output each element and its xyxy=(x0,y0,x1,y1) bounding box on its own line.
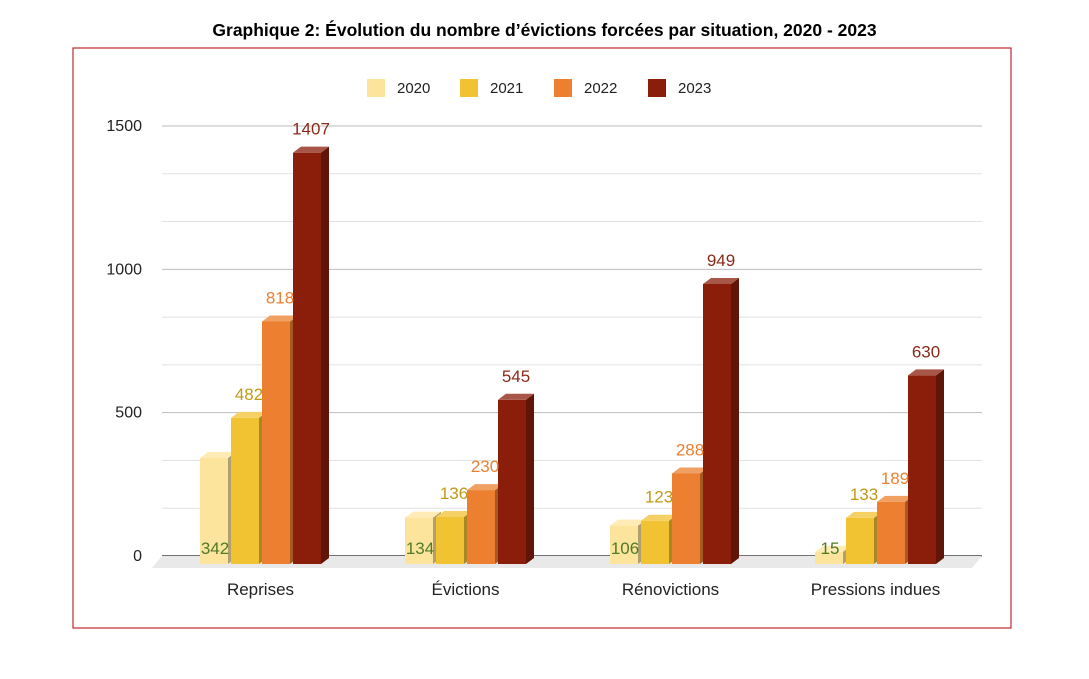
bar-side xyxy=(526,393,534,564)
data-label: 136 xyxy=(440,484,468,503)
x-tick-label: Évictions xyxy=(431,580,499,599)
bar xyxy=(436,511,472,564)
legend-item: 2023 xyxy=(648,79,711,97)
bar-front xyxy=(877,501,905,564)
bar-front xyxy=(293,152,321,564)
bar-side xyxy=(731,277,739,564)
data-label: 106 xyxy=(611,539,639,558)
bar-top xyxy=(436,511,472,518)
x-tick-label: Pressions indues xyxy=(811,580,940,599)
bar-top xyxy=(293,146,329,153)
data-label: 123 xyxy=(645,488,673,507)
y-tick-label: 1500 xyxy=(106,118,142,135)
bar-front xyxy=(467,490,495,564)
data-label: 288 xyxy=(676,440,704,459)
bar-side xyxy=(936,369,944,564)
legend-label: 2020 xyxy=(397,80,430,97)
data-label: 1407 xyxy=(292,120,330,139)
legend-label: 2022 xyxy=(584,80,617,97)
bar-top xyxy=(877,495,913,502)
x-tick-label: Rénovictions xyxy=(622,580,719,599)
bar-top xyxy=(641,514,677,521)
floor-plane xyxy=(152,556,982,568)
bar-front xyxy=(908,375,936,564)
bar-top xyxy=(672,467,708,474)
bar xyxy=(262,315,298,564)
bar-top xyxy=(405,511,441,518)
bar-top xyxy=(231,411,267,418)
chart-title: Graphique 2: Évolution du nombre d’évict… xyxy=(212,20,877,40)
bar-front xyxy=(405,517,433,564)
bar-front xyxy=(703,283,731,564)
bar xyxy=(498,393,534,564)
bar-top xyxy=(908,369,944,376)
y-axis: 0 500 1000 1500 xyxy=(106,118,142,565)
bar-top xyxy=(498,393,534,400)
bars xyxy=(200,146,944,564)
bar-top xyxy=(846,511,882,518)
bar-top xyxy=(703,277,739,284)
bar-front xyxy=(231,417,259,564)
bar-top xyxy=(815,545,851,552)
bar-front xyxy=(610,525,638,564)
legend-swatch xyxy=(554,79,572,97)
bar-front xyxy=(641,520,669,564)
chart-frame xyxy=(72,47,1012,629)
data-label: 482 xyxy=(235,385,263,404)
bar-front xyxy=(262,321,290,564)
bar xyxy=(231,411,267,564)
x-tick-label: Reprises xyxy=(227,580,294,599)
data-label: 818 xyxy=(266,289,294,308)
data-label: 133 xyxy=(850,485,878,504)
data-label: 545 xyxy=(502,367,530,386)
legend-swatch xyxy=(460,79,478,97)
bar xyxy=(815,545,851,564)
legend: 2020 2021 2022 2023 xyxy=(367,79,711,97)
y-tick-label: 500 xyxy=(115,405,142,422)
data-label: 134 xyxy=(406,539,434,558)
bar-front xyxy=(846,517,874,564)
bar xyxy=(293,146,329,564)
data-label: 189 xyxy=(881,469,909,488)
bar-front xyxy=(815,551,843,564)
bar-top xyxy=(610,519,646,526)
legend-swatch xyxy=(367,79,385,97)
bar-side xyxy=(321,146,329,564)
bar xyxy=(672,467,708,564)
bar-front xyxy=(672,473,700,564)
bar xyxy=(908,369,944,564)
chart-floor xyxy=(152,556,982,568)
data-label: 949 xyxy=(707,251,735,270)
data-label: 230 xyxy=(471,457,499,476)
bar-top xyxy=(200,451,236,458)
legend-item: 2021 xyxy=(460,79,523,97)
y-tick-label: 1000 xyxy=(106,261,142,278)
bar-top xyxy=(262,315,298,322)
bar-front xyxy=(436,517,464,564)
bar-front xyxy=(498,399,526,564)
data-label: 630 xyxy=(912,342,940,361)
y-tick-label: 0 xyxy=(133,548,142,565)
legend-label: 2023 xyxy=(678,80,711,97)
bar-top xyxy=(467,484,503,491)
legend-item: 2020 xyxy=(367,79,430,97)
legend-swatch xyxy=(648,79,666,97)
data-label: 342 xyxy=(201,539,229,558)
bar xyxy=(846,511,882,564)
bar xyxy=(703,277,739,564)
bar xyxy=(467,484,503,564)
legend-item: 2022 xyxy=(554,79,617,97)
data-label: 15 xyxy=(821,539,840,558)
bar xyxy=(877,495,913,564)
x-axis: Reprises Évictions Rénovictions Pressions i… xyxy=(227,580,940,599)
bar xyxy=(641,514,677,564)
bar-front xyxy=(200,457,228,564)
legend-label: 2021 xyxy=(490,80,523,97)
